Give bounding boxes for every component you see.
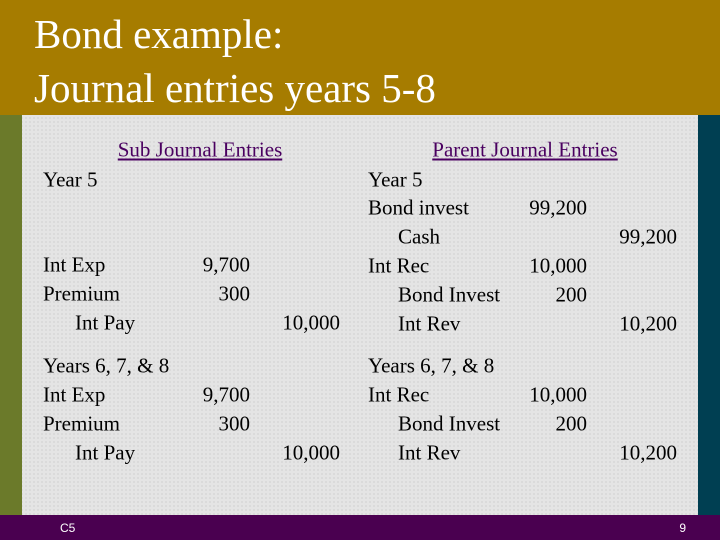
debit-amount: 10,000	[529, 382, 587, 407]
debit-amount: 9,700	[202, 252, 250, 277]
column-heading: Parent Journal Entries	[432, 137, 618, 162]
debit-amount: 300	[218, 411, 251, 436]
section-label: Year 5	[43, 167, 98, 192]
account-name: Cash	[398, 224, 440, 249]
right-strip	[698, 115, 720, 515]
account-name: Int Exp	[43, 382, 106, 407]
section-label: Year 5	[368, 167, 423, 192]
account-name: Bond Invest	[398, 411, 501, 436]
debit-amount: 200	[555, 411, 588, 436]
left-strip	[0, 115, 22, 515]
column-heading: Sub Journal Entries	[117, 137, 283, 162]
title-line: Journal entries years 5-8	[34, 65, 436, 111]
footer-left: C5	[60, 521, 76, 535]
credit-amount: 10,200	[619, 440, 677, 465]
account-name: Int Pay	[75, 310, 136, 335]
account-name: Int Exp	[43, 252, 106, 277]
title-band: Bond example: Journal entries years 5-8	[0, 0, 720, 115]
credit-amount: 10,000	[282, 310, 340, 335]
footer-page: 9	[679, 521, 686, 535]
credit-amount: 10,200	[619, 311, 677, 336]
debit-amount: 9,700	[202, 382, 250, 407]
account-name: Int Pay	[75, 440, 136, 465]
account-name: Premium	[43, 411, 120, 436]
section-label: Years 6, 7, & 8	[368, 353, 495, 378]
credit-amount: 10,000	[282, 440, 340, 465]
title-line: Bond example:	[34, 11, 284, 57]
debit-amount: 200	[555, 282, 588, 307]
account-name: Bond invest	[368, 195, 469, 220]
account-name: Int Rec	[368, 382, 430, 407]
account-name: Bond Invest	[398, 282, 501, 307]
account-name: Int Rec	[368, 253, 430, 278]
footer-band	[0, 515, 720, 540]
account-name: Int Rev	[398, 440, 461, 465]
debit-amount: 300	[218, 281, 251, 306]
debit-amount: 99,200	[529, 195, 587, 220]
account-name: Int Rev	[398, 311, 461, 336]
credit-amount: 99,200	[619, 224, 677, 249]
section-label: Years 6, 7, & 8	[43, 353, 170, 378]
account-name: Premium	[43, 281, 120, 306]
debit-amount: 10,000	[529, 253, 587, 278]
